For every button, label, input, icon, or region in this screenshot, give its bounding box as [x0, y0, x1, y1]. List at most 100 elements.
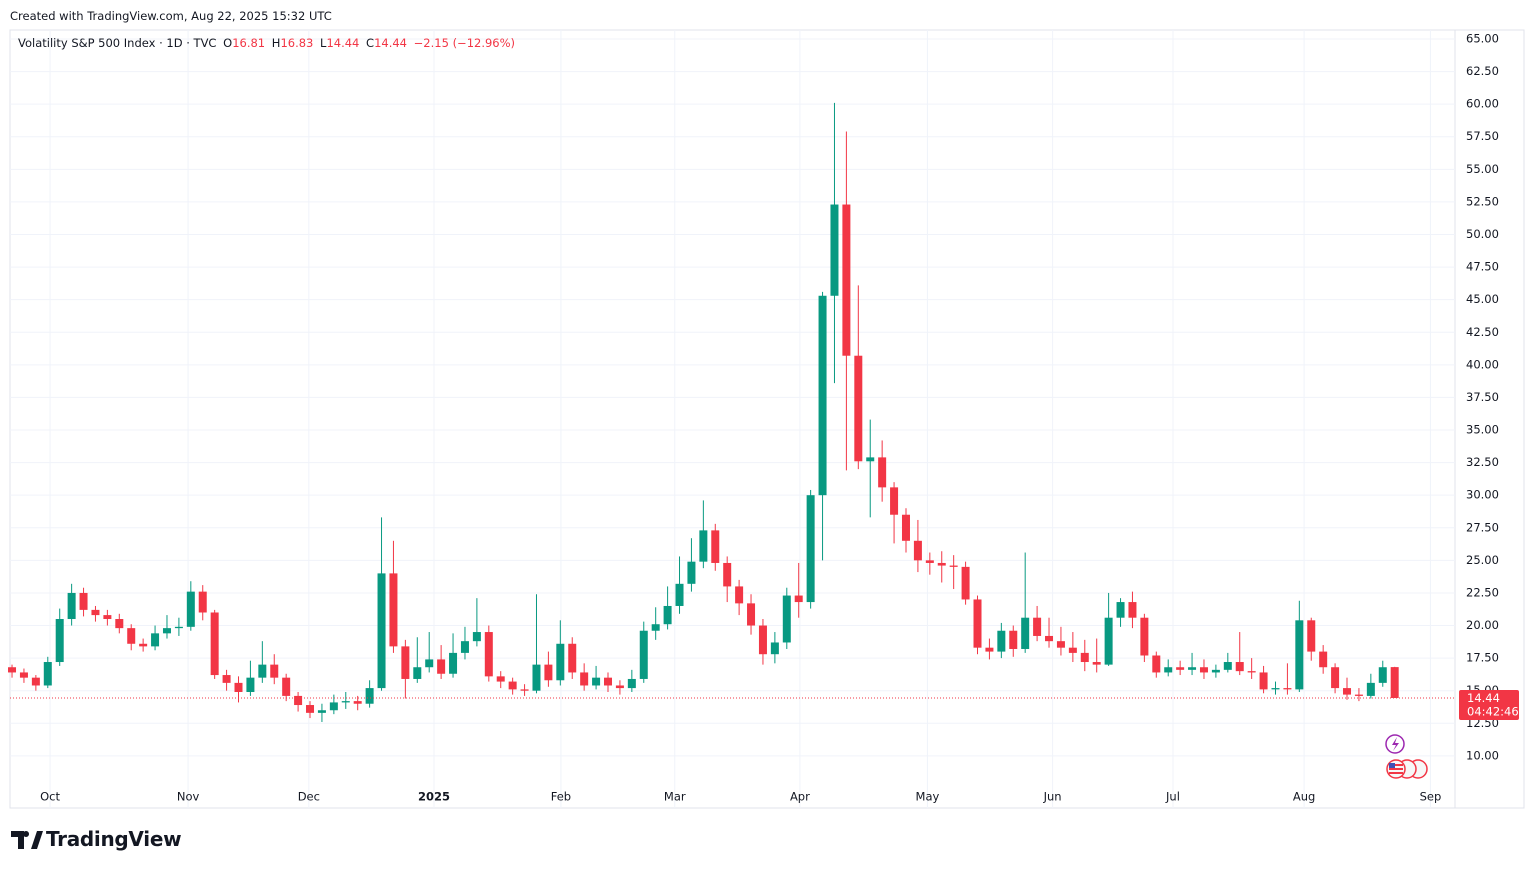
- y-tick-label: 37.50: [1466, 390, 1499, 404]
- candle-body: [544, 664, 553, 681]
- candle-body: [413, 667, 422, 679]
- x-tick-label: 2025: [418, 790, 450, 804]
- y-tick-label: 35.00: [1466, 423, 1499, 437]
- candle-body: [389, 573, 398, 647]
- y-tick-label: 25.00: [1466, 553, 1499, 567]
- candle-body: [139, 643, 148, 647]
- candle-body: [1211, 669, 1220, 673]
- candle-body: [663, 605, 672, 625]
- candle-body: [794, 595, 803, 603]
- y-tick-label: 57.50: [1466, 129, 1499, 143]
- candle-body: [174, 626, 183, 629]
- candle-body: [1307, 620, 1316, 652]
- x-tick-label: Oct: [40, 790, 60, 804]
- candle-body: [1045, 635, 1054, 642]
- candle-body: [747, 603, 756, 626]
- candle-body: [246, 677, 255, 692]
- high-label: H: [271, 36, 281, 50]
- y-tick-label: 62.50: [1466, 64, 1499, 78]
- candle-body: [1152, 655, 1161, 673]
- candle-body: [317, 710, 326, 713]
- candle-body: [1259, 672, 1268, 690]
- candle-body: [210, 612, 219, 676]
- candle-body: [711, 530, 720, 563]
- y-tick-label: 52.50: [1466, 194, 1499, 208]
- candle-body: [842, 204, 851, 356]
- candle-body: [878, 457, 887, 488]
- candle-body: [687, 561, 696, 584]
- close-label: C: [366, 36, 375, 50]
- open-label: O: [223, 36, 233, 50]
- y-tick-label: 55.00: [1466, 162, 1499, 176]
- y-tick-label: 47.50: [1466, 260, 1499, 274]
- high-value: 16.83: [280, 36, 314, 50]
- candle-body: [639, 630, 648, 679]
- candle-body: [496, 676, 505, 682]
- change-value: −2.15 (−12.96%): [413, 36, 516, 50]
- candle-body: [1009, 630, 1018, 649]
- x-tick-label: Dec: [298, 790, 320, 804]
- candle-body: [127, 628, 136, 644]
- low-value: 14.44: [326, 36, 360, 50]
- brand-name: TradingView: [46, 827, 182, 851]
- candle-body: [651, 624, 660, 631]
- candle-body: [1068, 647, 1077, 653]
- candle-body: [937, 562, 946, 566]
- created-note: Created with TradingView.com, Aug 22, 20…: [10, 9, 332, 23]
- x-tick-label: Jun: [1043, 790, 1062, 804]
- candle-body: [460, 641, 469, 653]
- candle-body: [19, 672, 28, 678]
- candle-body: [1116, 602, 1125, 618]
- candle-body: [1319, 651, 1328, 668]
- candle-body: [449, 652, 458, 674]
- y-tick-label: 40.00: [1466, 357, 1499, 371]
- candle-body: [949, 565, 958, 567]
- x-tick-label: Jul: [1165, 790, 1180, 804]
- candle-body: [782, 595, 791, 643]
- candle-body: [592, 677, 601, 686]
- candle-body: [306, 705, 315, 713]
- brand-logo: [11, 831, 43, 849]
- x-tick-label: May: [916, 790, 940, 804]
- price-tag: [1459, 689, 1519, 720]
- candle-body: [67, 592, 76, 620]
- candle-body: [890, 487, 899, 515]
- candle-body: [758, 625, 767, 655]
- candle-body: [1176, 667, 1185, 670]
- candle-body: [103, 615, 112, 620]
- candle-body: [627, 678, 636, 689]
- candle-body: [1164, 667, 1173, 673]
- candle-body: [234, 682, 243, 692]
- x-tick-label: Mar: [664, 790, 686, 804]
- y-tick-label: 65.00: [1466, 31, 1499, 45]
- price-tag-value: 14.44: [1467, 691, 1500, 705]
- candle-body: [1283, 688, 1292, 690]
- symbol-legend: Volatility S&P 500 Index · 1D · TVC O 16.…: [18, 36, 518, 50]
- candle-body: [79, 592, 88, 610]
- candle-body: [830, 204, 839, 296]
- candle-body: [1271, 688, 1280, 690]
- candle-body: [282, 677, 291, 696]
- candle-body: [1223, 662, 1232, 670]
- candle-body: [1140, 617, 1149, 656]
- y-tick-label: 27.50: [1466, 520, 1499, 534]
- candle-body: [1378, 667, 1387, 683]
- y-tick-label: 17.50: [1466, 651, 1499, 665]
- price-tag-countdown: 04:42:46: [1467, 704, 1519, 718]
- y-tick-label: 32.50: [1466, 455, 1499, 469]
- candle-body: [294, 695, 303, 706]
- candle-body: [723, 562, 732, 587]
- candle-body: [329, 702, 338, 711]
- candle-body: [604, 677, 613, 686]
- candle-body: [1056, 641, 1065, 648]
- candle-body: [377, 573, 386, 689]
- candle-body: [615, 685, 624, 689]
- candle-body: [1354, 694, 1363, 696]
- y-tick-label: 50.00: [1466, 227, 1499, 241]
- candle-body: [925, 560, 934, 563]
- y-tick-label: 30.00: [1466, 488, 1499, 502]
- candle-body: [1343, 688, 1352, 695]
- symbol-name: Volatility S&P 500 Index · 1D · TVC: [18, 36, 217, 50]
- candle-body: [866, 457, 875, 462]
